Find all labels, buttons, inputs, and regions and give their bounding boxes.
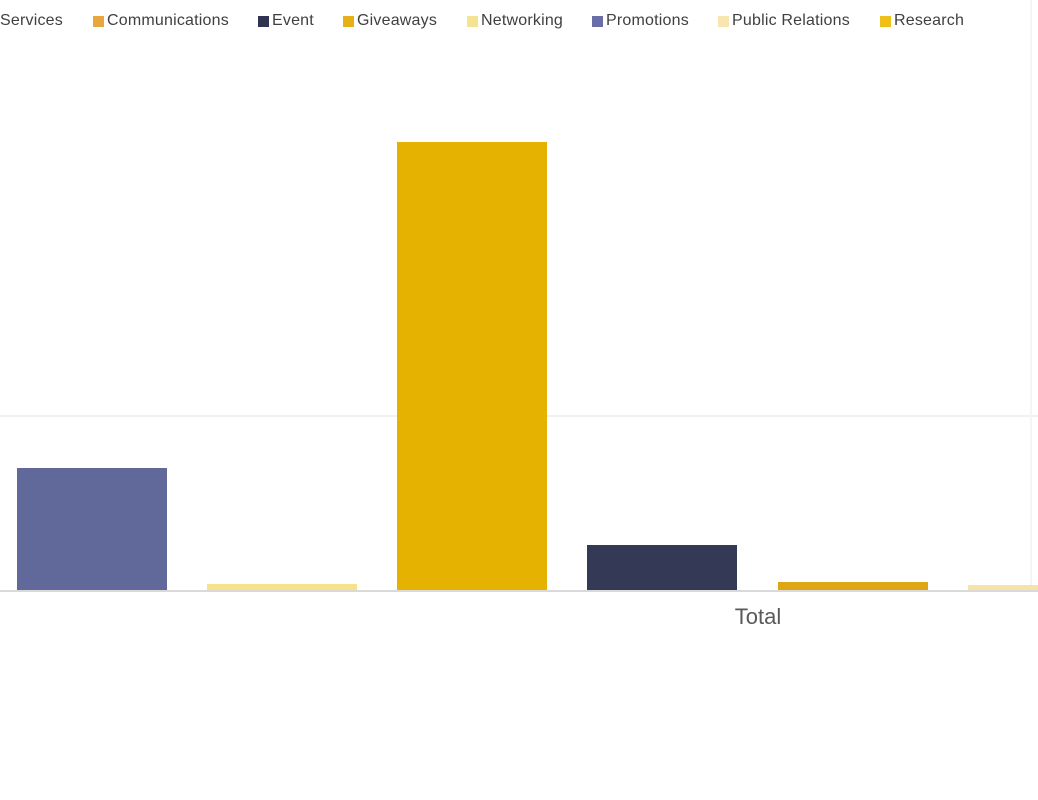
bar-promotions — [17, 468, 167, 590]
legend-swatch-icon — [880, 16, 891, 27]
legend-item-label: Services — [0, 12, 63, 29]
legend-item-public-relations: Public Relations — [718, 12, 850, 30]
legend-item-communications: Communications — [93, 12, 229, 30]
legend-item-label: Event — [272, 12, 314, 29]
bar-public-relations — [968, 585, 1038, 590]
legend-item-label: Communications — [107, 12, 229, 29]
legend-item-label: Giveaways — [357, 12, 438, 29]
x-axis-category-label: Total — [734, 604, 782, 629]
legend-item-research: Research — [880, 12, 964, 30]
legend-swatch-icon — [592, 16, 603, 27]
legend-swatch-icon — [93, 16, 104, 27]
legend-item-label: Research — [894, 12, 965, 29]
legend-swatch-icon — [467, 16, 478, 27]
bar-giveaways — [397, 142, 547, 590]
bar-event — [587, 545, 737, 590]
bar-networking — [207, 584, 357, 590]
legend-item-event: Event — [258, 12, 314, 30]
legend-item-label: Public Relations — [732, 12, 850, 29]
chart-legend: Services Communications Event Giveaways Netw… — [0, 0, 1038, 42]
legend-item-giveaways: Giveaways — [343, 12, 437, 30]
legend-item-promotions: Promotions — [592, 12, 689, 30]
x-axis-line — [0, 590, 1038, 592]
legend-item-services: Services — [0, 12, 63, 30]
bar-communications — [778, 582, 928, 590]
plot-right-edge-line — [1030, 0, 1032, 592]
legend-item-label: Promotions — [606, 12, 689, 29]
legend-swatch-icon — [343, 16, 354, 27]
legend-item-label: Networking — [481, 12, 564, 29]
legend-swatch-icon — [718, 16, 729, 27]
legend-item-networking: Networking — [467, 12, 563, 30]
bar-group — [17, 142, 1038, 590]
legend-swatch-icon — [258, 16, 269, 27]
